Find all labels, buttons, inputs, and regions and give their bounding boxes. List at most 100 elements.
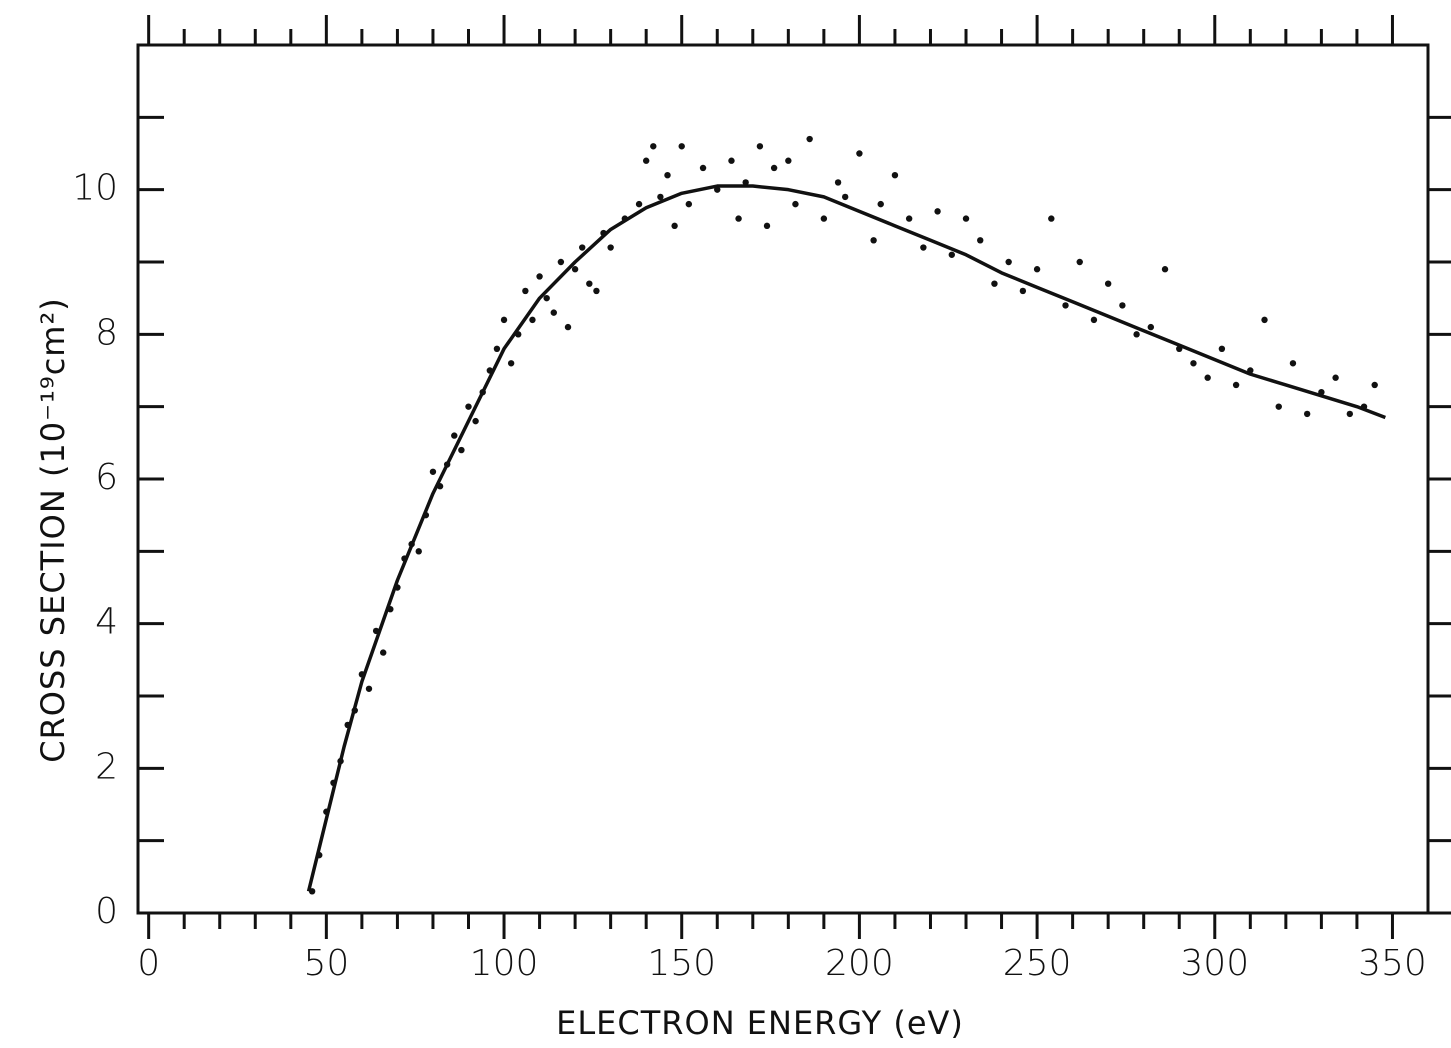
data-point xyxy=(877,200,884,208)
data-point xyxy=(1190,360,1197,367)
data-point xyxy=(1261,316,1268,324)
data-point xyxy=(436,483,444,490)
data-point xyxy=(571,266,579,273)
data-point xyxy=(408,540,415,548)
data-point xyxy=(380,649,387,656)
data-point xyxy=(834,179,842,186)
data-point xyxy=(472,417,479,425)
data-point xyxy=(1218,345,1226,352)
data-point xyxy=(465,403,472,410)
data-point xyxy=(635,200,643,208)
data-point xyxy=(664,172,671,179)
data-point xyxy=(728,157,735,164)
data-point xyxy=(735,215,742,222)
y-tick-label: 8 xyxy=(95,312,118,353)
data-point xyxy=(792,200,799,208)
data-point xyxy=(1332,374,1339,381)
data-point xyxy=(323,808,330,815)
data-point xyxy=(365,685,373,692)
data-point xyxy=(1232,381,1240,389)
data-point xyxy=(415,548,422,555)
data-point xyxy=(529,316,536,324)
data-point xyxy=(372,627,380,635)
data-point xyxy=(1371,381,1378,389)
data-point xyxy=(600,229,607,237)
data-point xyxy=(1204,374,1211,381)
data-point xyxy=(1119,302,1126,309)
y-tick-label: 10 xyxy=(72,168,118,209)
data-point xyxy=(579,244,586,251)
data-point xyxy=(905,215,913,222)
x-tick-label: 350 xyxy=(1358,943,1427,984)
data-point xyxy=(1289,360,1297,367)
data-point xyxy=(500,316,508,324)
data-point xyxy=(1104,280,1112,287)
data-point xyxy=(678,143,685,150)
data-point xyxy=(1318,389,1325,396)
data-point xyxy=(344,721,351,729)
data-point xyxy=(856,150,863,157)
data-point xyxy=(962,215,970,222)
data-point xyxy=(1076,258,1083,266)
x-tick-label: 100 xyxy=(470,943,539,984)
data-point xyxy=(685,200,693,208)
data-point xyxy=(1133,331,1140,338)
data-point xyxy=(1247,367,1254,374)
data-point xyxy=(401,555,408,562)
data-point xyxy=(358,671,366,678)
data-point xyxy=(714,186,721,193)
data-point xyxy=(891,172,899,179)
data-point xyxy=(522,287,529,295)
data-point xyxy=(351,707,358,714)
data-point xyxy=(1048,215,1055,222)
x-tick-label: 50 xyxy=(303,943,349,984)
x-tick-label: 300 xyxy=(1180,943,1249,984)
data-point xyxy=(650,143,657,150)
data-point xyxy=(543,294,550,302)
data-point xyxy=(870,237,877,244)
data-point xyxy=(991,280,998,287)
data-point xyxy=(493,345,501,352)
y-tick-label: 2 xyxy=(95,746,118,787)
data-point xyxy=(1360,403,1368,410)
data-point xyxy=(1005,258,1012,266)
data-point xyxy=(621,215,629,222)
x-tick-label: 0 xyxy=(137,943,160,984)
data-point xyxy=(422,511,430,519)
data-point xyxy=(699,164,707,172)
fit-curve xyxy=(306,184,1386,892)
data-point xyxy=(1033,266,1041,273)
x-tick-label: 250 xyxy=(1003,943,1072,984)
data-point xyxy=(742,179,749,186)
data-point xyxy=(337,757,344,765)
data-point xyxy=(785,157,792,164)
data-point xyxy=(458,446,465,454)
data-point xyxy=(841,193,849,201)
data-point xyxy=(564,323,572,331)
data-point xyxy=(1346,410,1354,418)
data-point xyxy=(507,360,515,367)
data-point xyxy=(934,208,941,215)
data-point xyxy=(394,584,401,591)
data-point xyxy=(593,287,600,295)
data-point xyxy=(806,135,813,143)
data-point xyxy=(1161,266,1169,273)
data-point xyxy=(1147,323,1155,331)
data-point xyxy=(429,468,437,475)
data-point xyxy=(1275,403,1282,410)
data-point xyxy=(1303,410,1311,418)
x-axis-title: ELECTRON ENERGY (eV) xyxy=(556,1004,964,1042)
data-point xyxy=(451,432,458,439)
data-point xyxy=(820,215,828,222)
data-point xyxy=(1062,302,1069,309)
data-point xyxy=(671,222,678,230)
data-point xyxy=(770,164,778,172)
data-point xyxy=(316,851,323,859)
data-point xyxy=(1090,316,1098,324)
x-tick-label: 200 xyxy=(825,943,894,984)
data-point xyxy=(920,244,927,251)
data-point xyxy=(515,331,522,338)
data-point xyxy=(443,461,451,468)
data-point xyxy=(486,367,494,374)
